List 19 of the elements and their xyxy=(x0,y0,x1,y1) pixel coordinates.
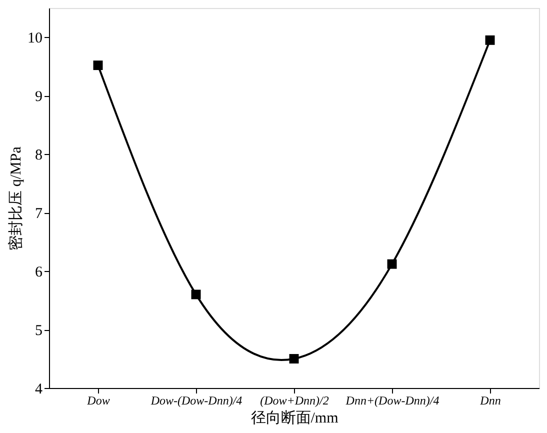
x-axis-title: 径向断面/mm xyxy=(250,410,339,426)
y-tick-label: 4 xyxy=(35,382,43,398)
y-tick-label: 8 xyxy=(35,148,42,164)
y-axis-title: 密封比压 q/MPa xyxy=(8,146,24,250)
y-tick-label: 10 xyxy=(28,30,42,47)
x-tick-label: (Dow+Dnn)/2 xyxy=(260,394,329,408)
point xyxy=(387,259,397,269)
x-tick-label: Dow-(Dow-Dnn)/4 xyxy=(150,394,242,408)
x-tick-label: Dnn+(Dow-Dnn)/4 xyxy=(344,394,440,408)
point xyxy=(485,35,495,45)
y-tick-label: 6 xyxy=(35,264,43,281)
point xyxy=(93,60,103,70)
x-tick-label: Dnn xyxy=(479,394,501,408)
point xyxy=(191,290,201,300)
point xyxy=(289,354,299,364)
y-tick-label: 5 xyxy=(35,323,42,340)
y-tick-label: 9 xyxy=(35,89,42,106)
y-tick-label: 7 xyxy=(35,206,43,222)
x-tick-label: Dow xyxy=(86,394,110,408)
